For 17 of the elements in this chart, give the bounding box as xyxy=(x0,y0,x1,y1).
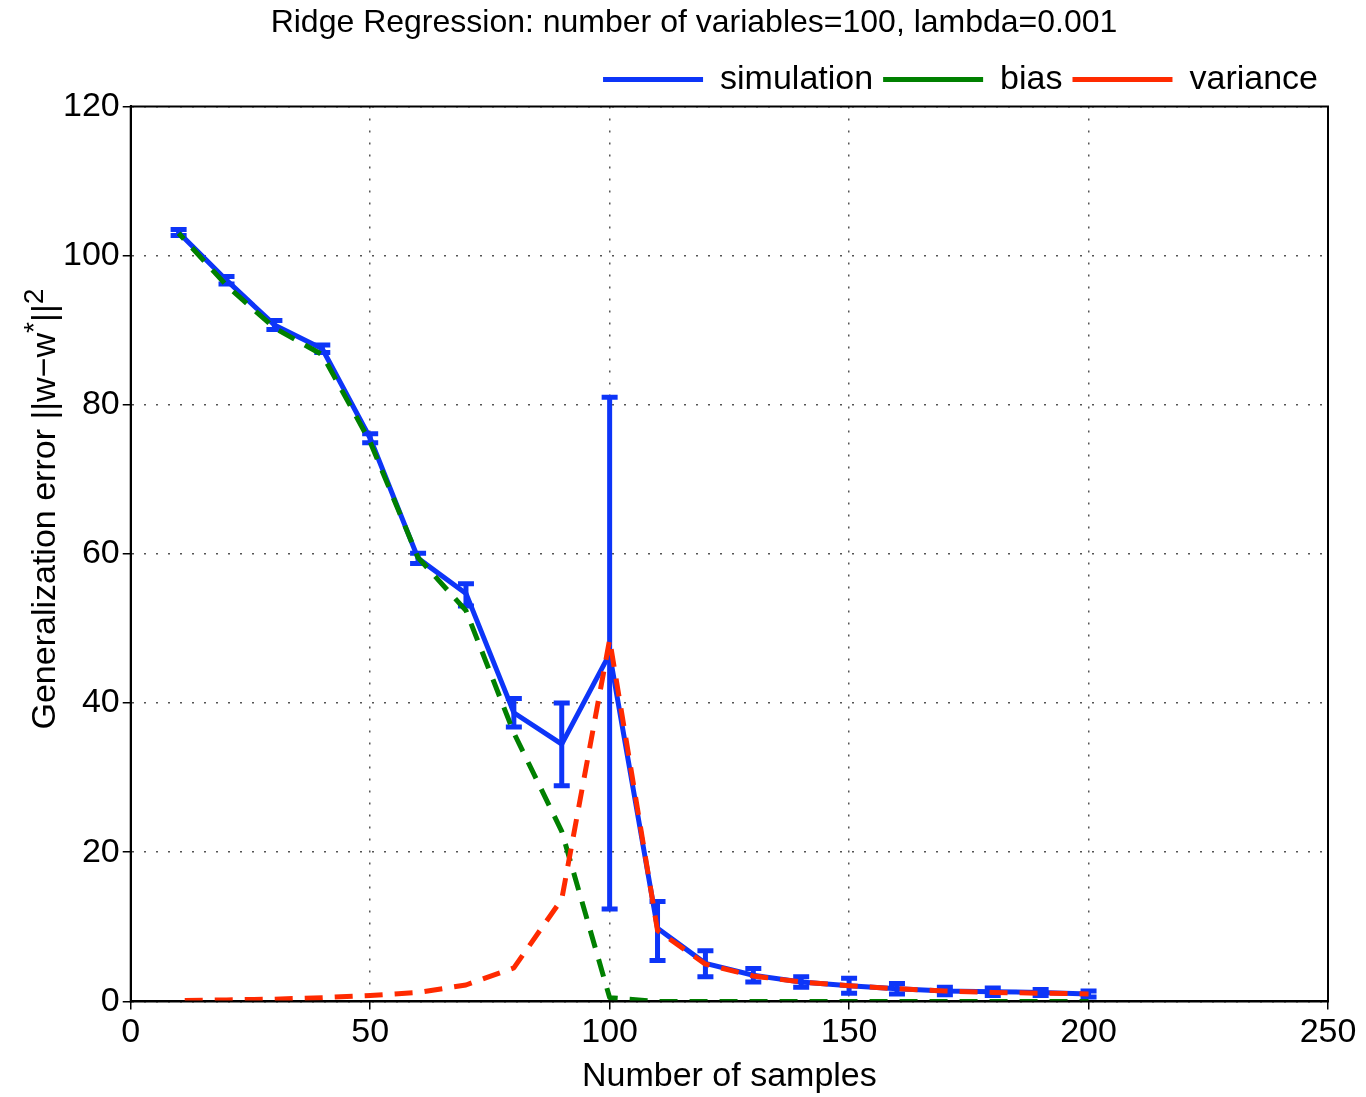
y-tick-label: 100 xyxy=(62,233,120,272)
chart-title: Ridge Regression: number of variables=100, lambda=0.001 xyxy=(270,3,1118,40)
x-tick-label: 200 xyxy=(1060,1011,1117,1050)
y-tick-label: 80 xyxy=(81,383,120,422)
y-tick-label: 120 xyxy=(62,84,120,123)
x-tick-label: 100 xyxy=(581,1011,638,1050)
y-tick-label: 60 xyxy=(81,532,120,571)
x-axis-title: Number of samples xyxy=(581,1054,877,1093)
y-tick-label: 40 xyxy=(81,681,120,720)
legend-label: bias xyxy=(1000,57,1063,96)
x-tick-label: 50 xyxy=(351,1011,390,1050)
legend-label: simulation xyxy=(720,57,874,96)
x-tick-label: 150 xyxy=(820,1011,878,1050)
x-tick-label: 250 xyxy=(1299,1011,1357,1050)
legend-label: variance xyxy=(1189,57,1318,96)
y-tick-label: 0 xyxy=(100,979,120,1018)
y-tick-label: 20 xyxy=(81,830,120,869)
